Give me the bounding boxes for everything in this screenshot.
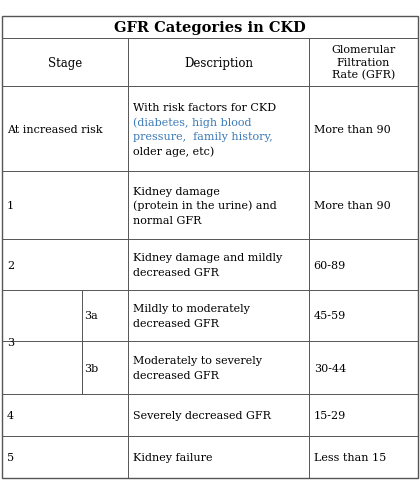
Text: older age, etc): older age, etc) [133,146,214,156]
Text: 30-44: 30-44 [314,363,346,373]
Text: Stage: Stage [48,57,82,69]
Text: Glomerular
Filtration
Rate (GFR): Glomerular Filtration Rate (GFR) [331,45,395,80]
Text: pressure,  family history,: pressure, family history, [133,132,273,142]
Text: Severely decreased GFR: Severely decreased GFR [133,410,271,420]
Text: 5: 5 [7,452,14,462]
Text: 3b: 3b [84,363,98,373]
Text: Description: Description [184,57,253,69]
Text: (protein in the urine) and: (protein in the urine) and [133,200,277,211]
Text: With risk factors for CKD: With risk factors for CKD [133,103,276,113]
Text: More than 90: More than 90 [314,124,391,135]
Text: GFR Categories in CKD: GFR Categories in CKD [114,21,306,35]
Text: Moderately to severely: Moderately to severely [133,356,262,365]
Text: At increased risk: At increased risk [7,124,103,135]
Text: 2: 2 [7,260,14,270]
Text: (diabetes, high blood: (diabetes, high blood [133,117,252,127]
Text: Kidney failure: Kidney failure [133,452,213,462]
Text: Kidney damage and mildly: Kidney damage and mildly [133,253,282,263]
Text: decreased GFR: decreased GFR [133,318,219,328]
Text: 45-59: 45-59 [314,311,346,321]
Text: 15-29: 15-29 [314,410,346,420]
Text: normal GFR: normal GFR [133,215,202,225]
Text: 60-89: 60-89 [314,260,346,270]
Text: Mildly to moderately: Mildly to moderately [133,303,250,314]
Text: More than 90: More than 90 [314,201,391,211]
Text: 3a: 3a [84,311,98,321]
Text: decreased GFR: decreased GFR [133,267,219,277]
Text: 1: 1 [7,201,14,211]
Text: Less than 15: Less than 15 [314,452,386,462]
Text: 4: 4 [7,410,14,420]
Text: Kidney damage: Kidney damage [133,186,220,196]
Text: decreased GFR: decreased GFR [133,370,219,380]
Text: 3: 3 [7,337,14,348]
